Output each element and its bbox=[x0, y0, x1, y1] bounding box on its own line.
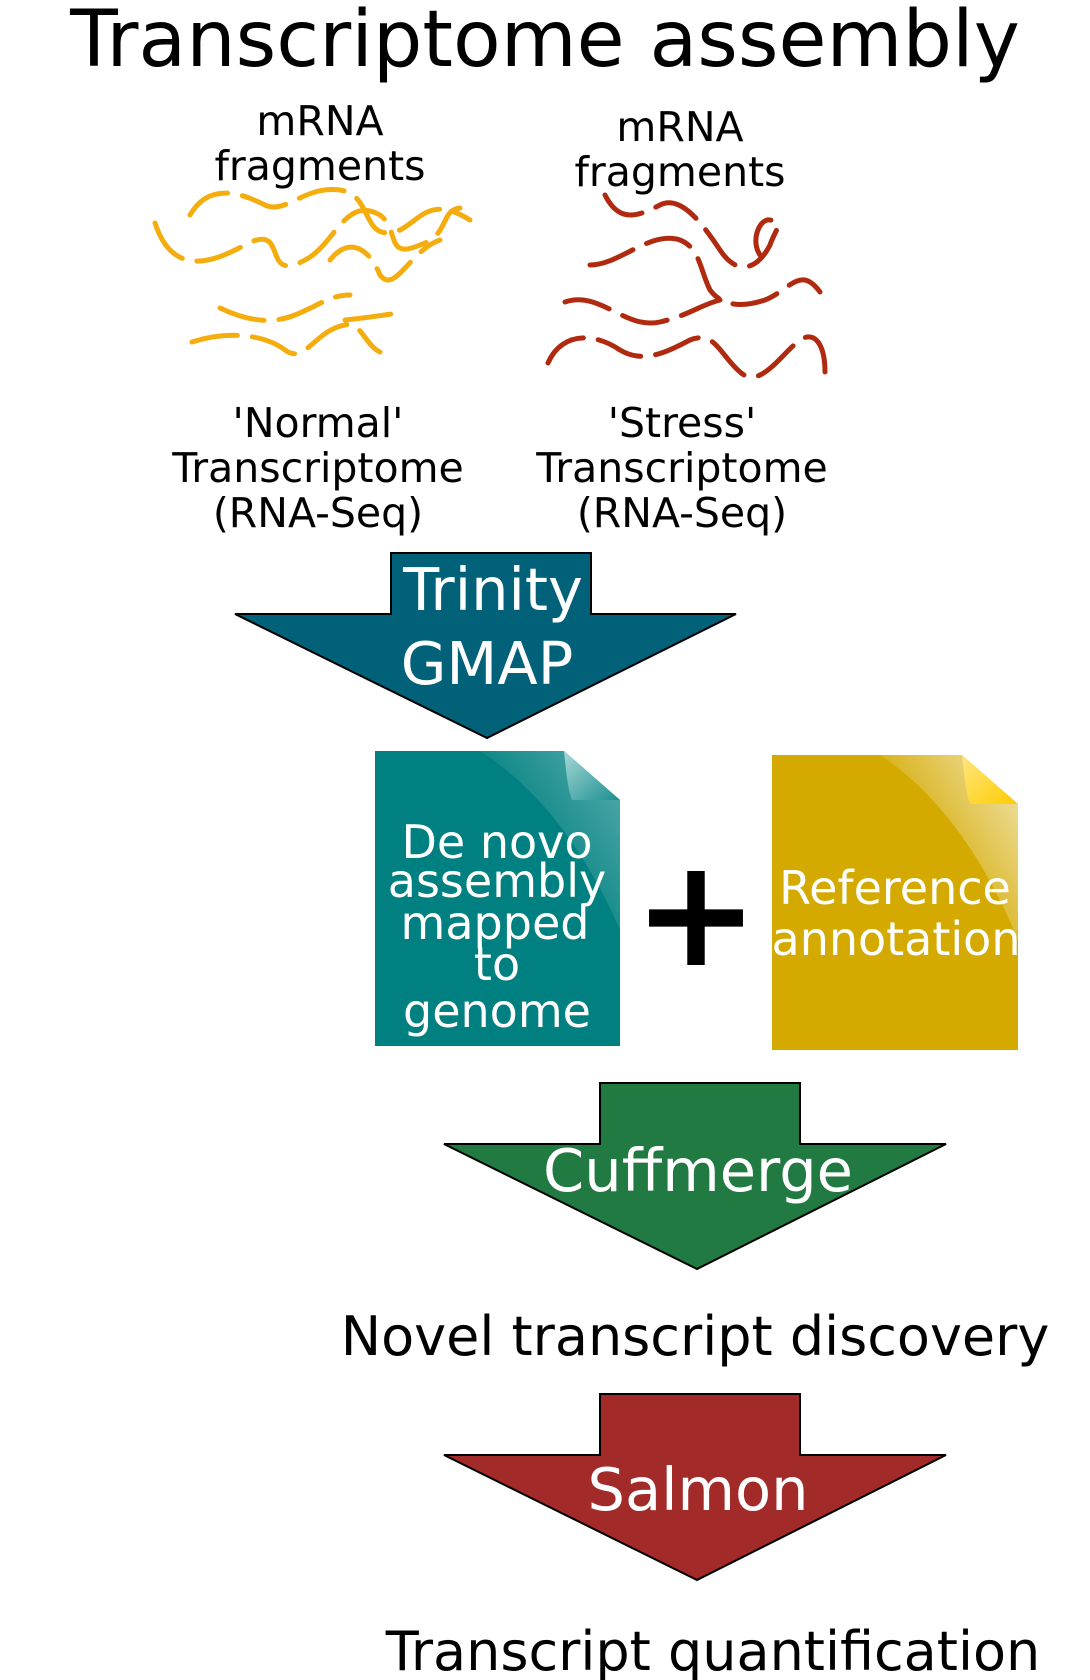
stress-fragment-strand bbox=[587, 235, 823, 307]
transcript-quantification-label: Transcript quantification bbox=[385, 1620, 1040, 1680]
normal-fragments-label-line2: fragments bbox=[214, 142, 425, 190]
stress-sample: mRNA fragments 'Stress' Transcriptome (R… bbox=[535, 103, 827, 537]
reference-document-fold bbox=[962, 755, 1018, 804]
normal-fragment-strand bbox=[217, 292, 353, 323]
de-novo-line4: to bbox=[474, 937, 520, 991]
stress-caption-line1: 'Stress' bbox=[608, 399, 757, 447]
novel-transcript-discovery-label: Novel transcript discovery bbox=[341, 1305, 1050, 1368]
cuffmerge-arrow-shape bbox=[443, 1082, 947, 1271]
reference-line1: Reference bbox=[779, 861, 1011, 915]
normal-caption-line1: 'Normal' bbox=[233, 399, 404, 447]
de-novo-line5: genome bbox=[403, 984, 591, 1038]
normal-fragment-strand bbox=[187, 186, 473, 236]
stress-caption-line2: Transcriptome bbox=[535, 444, 827, 492]
normal-caption-line3: (RNA-Seq) bbox=[213, 489, 423, 537]
reference-annotation-document: Reference annotation bbox=[772, 755, 1021, 1050]
stress-fragment-strand bbox=[602, 192, 781, 270]
normal-fragment-strand bbox=[189, 321, 383, 357]
gmap-label: GMAP bbox=[401, 629, 574, 698]
salmon-label: Salmon bbox=[588, 1455, 809, 1524]
normal-caption-line2: Transcriptome bbox=[171, 444, 463, 492]
normal-fragment-strand bbox=[342, 309, 408, 323]
stress-caption-line3: (RNA-Seq) bbox=[577, 489, 787, 537]
cuffmerge-label: Cuffmerge bbox=[543, 1136, 853, 1205]
de-novo-line1: De novo bbox=[401, 815, 592, 869]
salmon-arrow: Salmon bbox=[443, 1393, 947, 1582]
cuffmerge-arrow: Cuffmerge bbox=[443, 1082, 947, 1271]
de-novo-line3: mapped bbox=[401, 896, 590, 950]
normal-sample: mRNA fragments 'Normal' Transcriptome (R… bbox=[152, 97, 473, 537]
stress-fragments-label-line1: mRNA bbox=[616, 103, 743, 151]
de-novo-document-sheet bbox=[375, 751, 620, 1046]
stress-fragment-strand bbox=[562, 297, 723, 326]
salmon-arrow-shape bbox=[443, 1393, 947, 1582]
trinity-label: Trinity bbox=[402, 555, 583, 624]
de-novo-document-fold bbox=[564, 751, 620, 800]
plus-symbol: + bbox=[633, 827, 759, 1001]
de-novo-assembly-document: De novo assembly mapped to genome bbox=[375, 751, 620, 1046]
reference-line2: annotation bbox=[772, 912, 1021, 966]
diagram-title: Transcriptome assembly bbox=[69, 0, 1020, 85]
trinity-gmap-arrow: Trinity GMAP bbox=[234, 552, 737, 740]
stress-fragments-label-line2: fragments bbox=[574, 148, 785, 196]
normal-mrna-fragments-icon bbox=[152, 186, 473, 357]
stress-mrna-fragments-icon bbox=[545, 192, 828, 380]
normal-fragments-label-line1: mRNA bbox=[256, 97, 383, 145]
de-novo-line2: assembly bbox=[388, 854, 606, 908]
normal-fragment-strand bbox=[152, 205, 463, 269]
trinity-gmap-arrow-shape bbox=[234, 552, 737, 740]
normal-fragment-strand bbox=[327, 237, 443, 283]
stress-fragment-strand bbox=[545, 334, 828, 380]
